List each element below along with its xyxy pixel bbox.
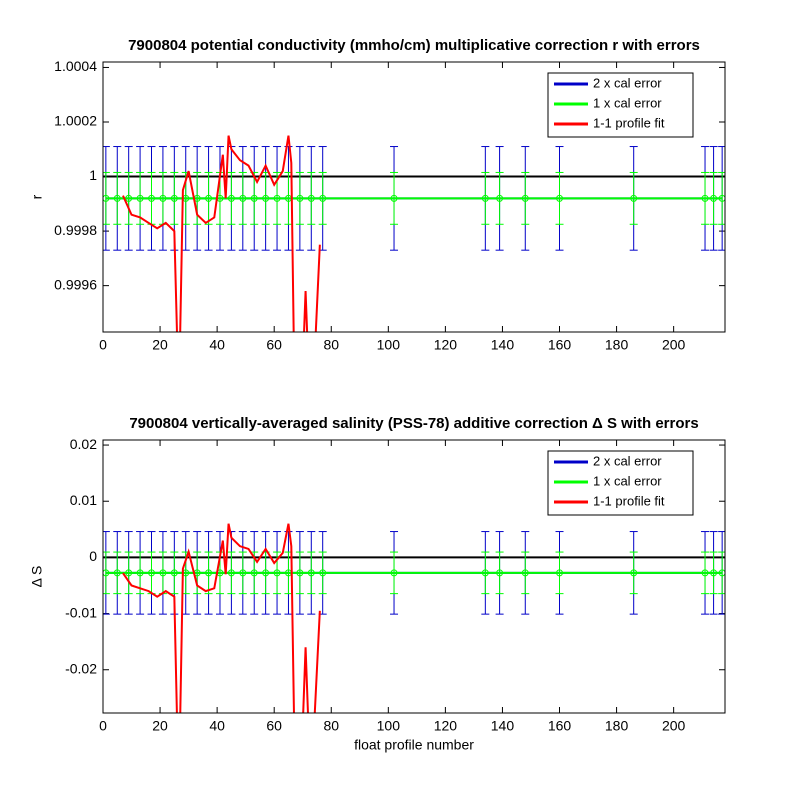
x-tick-label: 200 <box>662 337 686 353</box>
y-tick-label: 0.01 <box>70 492 97 508</box>
chart-title: 7900804 potential conductivity (mmho/cm)… <box>128 37 700 54</box>
axes-frame <box>102 439 726 714</box>
x-tick-label: 80 <box>323 718 339 734</box>
series-line <box>122 523 321 713</box>
x-tick-label: 0 <box>99 718 107 734</box>
y-tick-label: -0.02 <box>65 660 97 676</box>
x-tick-label: 140 <box>491 337 515 353</box>
y-tick-label: 1.0004 <box>54 58 97 74</box>
x-tick-label: 40 <box>209 337 225 353</box>
x-tick-label: 120 <box>434 337 458 353</box>
x-tick-label: 200 <box>662 718 686 734</box>
y-tick-label: 1.0002 <box>54 113 97 129</box>
y-tick-label: 1 <box>89 167 97 183</box>
x-tick-label: 100 <box>377 718 401 734</box>
subplot: 7900804 potential conductivity (mmho/cm)… <box>29 37 726 353</box>
subplot: 7900804 vertically-averaged salinity (PS… <box>29 415 726 753</box>
y-tick-label: -0.01 <box>65 604 97 620</box>
x-tick-label: 100 <box>377 337 401 353</box>
x-tick-label: 0 <box>99 337 107 353</box>
legend: 2 x cal error 1 x cal error 1-1 profile fi… <box>547 450 694 516</box>
x-tick-label: 120 <box>434 718 458 734</box>
x-tick-label: 180 <box>605 718 629 734</box>
series-line <box>122 135 321 332</box>
y-axis-label: Δ S <box>29 566 45 588</box>
plot-content <box>103 523 725 713</box>
y-tick-label: 0.9998 <box>54 222 97 238</box>
y-axis-label: r <box>29 194 45 199</box>
axes-frame <box>102 61 726 333</box>
x-tick-label: 80 <box>323 337 339 353</box>
x-tick-label: 180 <box>605 337 629 353</box>
legend: 2 x cal error 1 x cal error 1-1 profile fi… <box>547 72 694 138</box>
x-axis-label: float profile number <box>354 737 474 753</box>
x-tick-label: 160 <box>548 718 572 734</box>
legend-label: 2 x cal error <box>593 453 662 468</box>
x-tick-label: 60 <box>266 718 282 734</box>
x-tick-label: 140 <box>491 718 515 734</box>
chart-title: 7900804 vertically-averaged salinity (PS… <box>129 415 698 432</box>
legend-label: 1 x cal error <box>593 473 662 488</box>
legend-label: 1-1 profile fit <box>593 115 665 130</box>
legend-label: 1-1 profile fit <box>593 493 665 508</box>
x-tick-label: 160 <box>548 337 572 353</box>
legend-label: 2 x cal error <box>593 75 662 90</box>
y-tick-label: 0.9996 <box>54 276 97 292</box>
legend-label: 1 x cal error <box>593 95 662 110</box>
x-tick-label: 20 <box>152 718 168 734</box>
plot-content <box>103 135 725 332</box>
x-tick-label: 20 <box>152 337 168 353</box>
y-tick-label: 0.02 <box>70 436 97 452</box>
y-tick-label: 0 <box>89 548 97 564</box>
x-tick-label: 40 <box>209 718 225 734</box>
x-tick-label: 60 <box>266 337 282 353</box>
